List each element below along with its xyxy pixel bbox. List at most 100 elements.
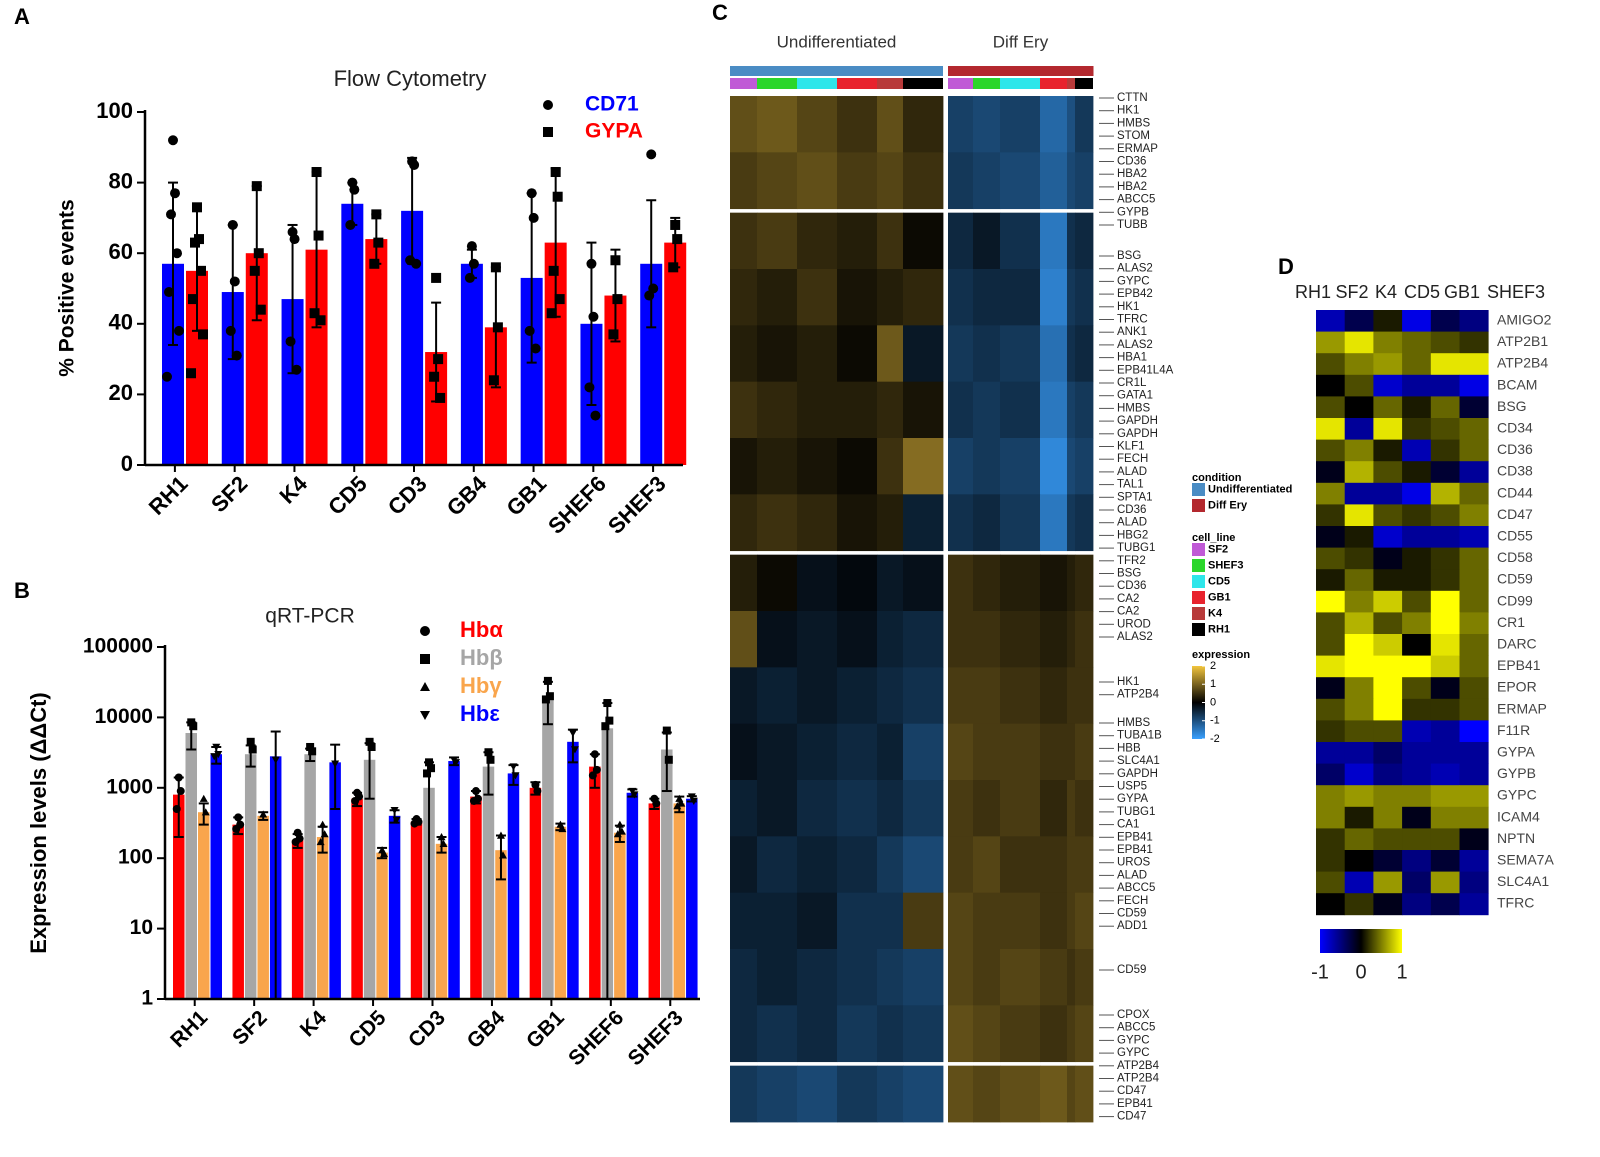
- heatmap-cell: [877, 212, 904, 270]
- gene-label: TFR2: [1117, 555, 1146, 567]
- heatmap-cell: [1316, 504, 1346, 527]
- legend-title: condition: [1192, 472, 1242, 484]
- point: [471, 787, 480, 796]
- row-label: CD36: [1497, 441, 1533, 457]
- heatmap-cell: [1344, 310, 1374, 332]
- heatmap-cell: [1075, 494, 1094, 552]
- cell-line-bar: [757, 78, 797, 89]
- gene-label: CPOX: [1117, 1009, 1150, 1021]
- bar: [305, 249, 328, 465]
- row-label: ATP2B1: [1497, 333, 1548, 349]
- heatmap-cell: [903, 1065, 944, 1123]
- legend-swatch: [1192, 499, 1205, 512]
- heatmap-cell: [1344, 590, 1374, 613]
- heatmap-cell: [730, 438, 758, 495]
- heatmap-cell: [1430, 742, 1460, 764]
- bar: [640, 263, 663, 465]
- point: [664, 755, 673, 764]
- point: [568, 729, 577, 738]
- point: [367, 742, 376, 751]
- gene-label: HBB: [1117, 742, 1141, 754]
- heatmap-cell: [877, 1005, 904, 1063]
- point: [271, 756, 280, 764]
- gene-label: HMBS: [1117, 717, 1151, 729]
- heatmap-cell: [1402, 590, 1432, 613]
- heatmap-cell: [1075, 212, 1094, 270]
- heatmap-cell: [1402, 461, 1432, 484]
- heatmap-cell: [1373, 418, 1403, 440]
- heatmap-cell: [1402, 310, 1432, 332]
- row-label: CD44: [1497, 484, 1533, 500]
- row-label: GYPC: [1497, 787, 1537, 803]
- gene-label: GAPDH: [1117, 415, 1158, 427]
- row-label: GYPA: [1497, 744, 1536, 760]
- heatmap-cell: [1402, 698, 1432, 721]
- heatmap-cell: [973, 611, 1001, 668]
- heatmap-cell: [757, 96, 798, 153]
- heatmap-cell: [1075, 667, 1094, 725]
- point: [617, 827, 626, 835]
- point: [546, 308, 557, 319]
- gene-label: EPB42: [1117, 288, 1153, 300]
- column-label: CD5: [1404, 282, 1440, 302]
- heatmap-cell: [1344, 504, 1374, 527]
- point: [229, 276, 240, 287]
- heatmap-cell: [1316, 461, 1346, 484]
- legend-swatch: [1192, 607, 1205, 620]
- heatmap-cell: [1316, 374, 1346, 397]
- colorbar-label: 1: [1210, 678, 1216, 690]
- heatmap-cell: [973, 1005, 1001, 1063]
- heatmap-cell: [1373, 331, 1403, 354]
- heatmap-cell: [877, 667, 904, 725]
- bar: [329, 762, 341, 999]
- bar: [410, 821, 423, 999]
- cell-line-bar: [797, 78, 837, 89]
- point: [380, 849, 389, 858]
- gene-label: CD47: [1117, 1111, 1146, 1123]
- gene-label: CTTN: [1117, 92, 1148, 104]
- colorbar-label: 0: [1210, 696, 1216, 708]
- row-label: TFRC: [1497, 895, 1534, 911]
- bar: [661, 749, 673, 999]
- point: [496, 831, 505, 839]
- heatmap-cell: [797, 554, 838, 612]
- heatmap-cell: [1000, 892, 1041, 950]
- heatmap-cell: [1000, 152, 1041, 210]
- point: [488, 375, 499, 386]
- heatmap-cell: [797, 212, 838, 270]
- heatmap-cell: [1344, 785, 1374, 808]
- point: [437, 833, 446, 841]
- heatmap-cell: [797, 325, 838, 383]
- heatmap-cell: [1040, 325, 1068, 383]
- gene-label: GYPC: [1117, 275, 1150, 287]
- heatmap-cell: [1075, 780, 1094, 837]
- heatmap-cell: [1000, 554, 1041, 612]
- heatmap-cell: [1373, 590, 1403, 613]
- heatmap-cell: [797, 723, 838, 781]
- condition-header: Diff Ery: [993, 32, 1049, 51]
- condition-bar: [877, 66, 904, 76]
- heatmap-cell: [757, 212, 798, 270]
- cell-line-bar: [837, 78, 877, 89]
- heatmap-cell: [1075, 949, 1094, 1006]
- gene-label: EPB41: [1117, 1098, 1153, 1110]
- point: [285, 336, 296, 347]
- point: [162, 371, 172, 382]
- chart-title: Flow Cytometry: [334, 66, 487, 91]
- column-label: K4: [1375, 282, 1397, 302]
- heatmap-cell: [903, 381, 944, 439]
- point: [420, 626, 430, 636]
- point: [608, 329, 619, 340]
- heatmap-cell: [1316, 396, 1346, 419]
- heatmap-cell: [730, 1065, 758, 1123]
- heatmap-cell: [973, 836, 1001, 894]
- bar: [198, 812, 210, 999]
- heatmap-cell: [1402, 742, 1432, 764]
- heatmap-cell: [1040, 611, 1068, 668]
- row-label: ERMAP: [1497, 700, 1547, 716]
- heatmap-cell: [1316, 310, 1346, 332]
- heatmap-cell: [757, 780, 798, 837]
- heatmap-cell: [1459, 828, 1489, 851]
- point: [615, 820, 624, 828]
- point: [613, 830, 622, 838]
